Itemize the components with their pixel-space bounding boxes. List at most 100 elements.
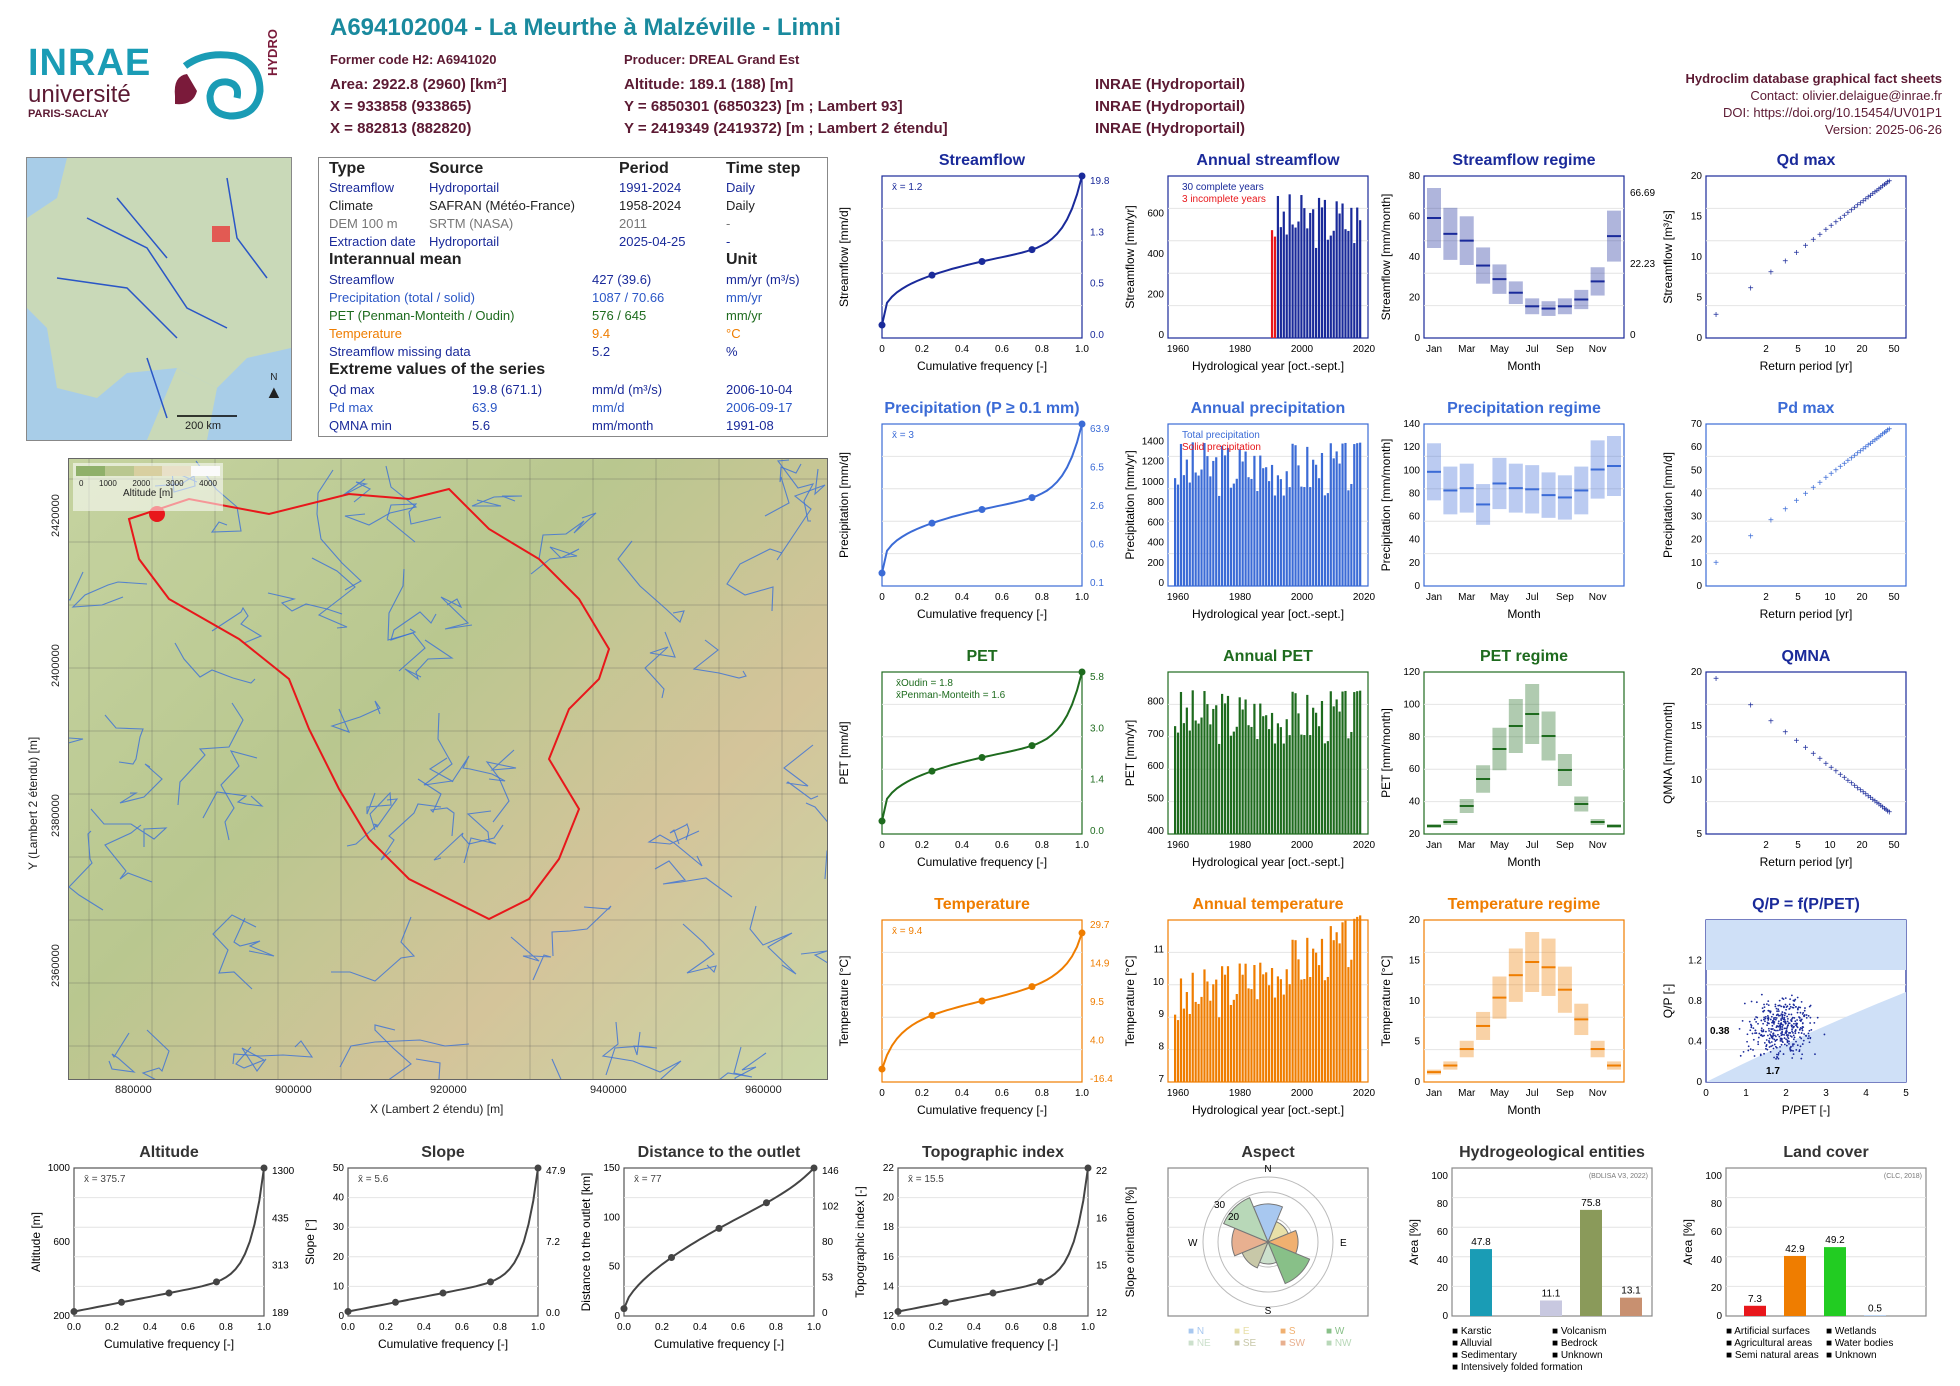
header-timestep: Time step xyxy=(726,160,801,177)
data-point xyxy=(1760,1019,1763,1022)
data-point xyxy=(1805,1014,1808,1016)
data-point xyxy=(1767,1019,1770,1021)
data-point xyxy=(1757,1036,1760,1039)
tick-label: 9 xyxy=(1158,1009,1164,1020)
tick-label: 14 xyxy=(883,1281,895,1292)
tick-label: 1.0 xyxy=(807,1322,821,1333)
river-line xyxy=(471,495,523,507)
plot-area: Month PET [mm/month] Jan Mar May Jul Sep Nov 20 4… xyxy=(1379,667,1625,869)
data-point xyxy=(1792,1026,1795,1028)
year-bar xyxy=(1335,932,1338,1082)
data-point xyxy=(1786,1015,1789,1018)
year-bar xyxy=(1265,715,1268,834)
plot-area: Cumulative frequency [-] Temperature [°C]… xyxy=(837,919,1113,1117)
month-tick: Nov xyxy=(1589,840,1607,851)
pd_max-chart: Return period [yr]Precipitation [mm/d]++… xyxy=(1661,419,1907,621)
legend-entry: ■ Artificial surfaces xyxy=(1726,1326,1810,1337)
tick-label: 0 xyxy=(1158,578,1164,589)
year-bar xyxy=(1259,703,1262,834)
month-tick: Jan xyxy=(1426,840,1442,851)
year-bar xyxy=(1350,207,1353,338)
x-axis-label: Month xyxy=(1507,359,1540,373)
data-point xyxy=(1795,1040,1797,1043)
quantile-point xyxy=(978,997,986,1005)
data-point: + xyxy=(1841,211,1847,222)
cell: 1958-2024 xyxy=(619,197,682,213)
data-point xyxy=(1801,1043,1804,1045)
tick-label: 10 xyxy=(1824,344,1836,355)
year-bar xyxy=(1306,937,1309,1082)
source-note: (CLC, 2018) xyxy=(1884,1173,1922,1180)
cell: 19.8 (671.1) xyxy=(472,381,543,397)
ring-label: 20 xyxy=(1228,1212,1240,1223)
header-type: Type xyxy=(329,160,366,177)
data-point: + xyxy=(1881,428,1887,439)
catchment-map[interactable]: 0 1000 2000 3000 4000 Altitude [m] xyxy=(68,458,828,1080)
river-line xyxy=(440,596,473,630)
year-bar xyxy=(1188,1013,1191,1082)
year-bar xyxy=(1259,962,1262,1082)
river-line xyxy=(202,791,264,819)
tick-label: 60 xyxy=(1711,1227,1723,1238)
doi-link[interactable]: DOI: https://doi.org/10.15454/UV01P1 xyxy=(1723,105,1942,120)
data-point xyxy=(1781,1033,1784,1036)
tick-label: 5 xyxy=(1795,344,1801,355)
year-bar xyxy=(1247,477,1250,586)
river-line xyxy=(726,548,783,612)
x-axis-label: Hydrological year [oct.-sept.] xyxy=(1192,607,1344,621)
year-bar xyxy=(1303,208,1306,338)
data-point xyxy=(1777,1025,1780,1028)
year-bar xyxy=(1306,228,1309,338)
cell: Daily xyxy=(726,179,755,195)
year-bar xyxy=(1206,981,1209,1082)
data-point: + xyxy=(1878,431,1884,442)
cdf-line xyxy=(881,175,1083,326)
data-point: + xyxy=(1865,791,1871,802)
data-point xyxy=(1791,1043,1794,1046)
year-bar xyxy=(1176,1020,1180,1082)
data-point xyxy=(1759,1054,1762,1057)
data-point xyxy=(1781,1026,1784,1028)
cell: 2006-10-04 xyxy=(726,381,793,397)
y-axis-label: Streamflow [mm/d] xyxy=(837,207,851,307)
data-point xyxy=(1763,1018,1765,1021)
bar-value-label: 13.1 xyxy=(1621,1286,1641,1297)
chart-title: Annual streamflow xyxy=(1196,152,1340,169)
data-point xyxy=(1776,1013,1779,1016)
plot-area: Area [%] 47.8 11.1 75.8 13.1 0 20 40 60 80 100 (BDL… xyxy=(1407,1167,1653,1373)
right-tick: 15 xyxy=(1096,1261,1108,1272)
data-point xyxy=(1777,1022,1780,1025)
data-point xyxy=(1763,1016,1766,1019)
data-point: + xyxy=(1768,516,1774,527)
river-line xyxy=(386,503,442,543)
tick-label: 0.6 xyxy=(995,592,1009,603)
chart-title: Qd max xyxy=(1776,152,1836,169)
mean-label: x̄ = 15.5 xyxy=(908,1174,944,1185)
river-line xyxy=(232,1040,314,1065)
tick-label: 0.6 xyxy=(995,1088,1009,1099)
quantile-point xyxy=(878,569,886,577)
chart-title: Annual precipitation xyxy=(1190,400,1346,417)
catchment-outline xyxy=(127,487,611,921)
x-axis-label: P/PET [-] xyxy=(1782,1103,1830,1117)
river-line xyxy=(530,546,580,575)
data-point xyxy=(1792,1003,1795,1006)
data-point: + xyxy=(1817,754,1823,765)
map-x-tick: 900000 xyxy=(275,1084,312,1096)
map-x-tick: 940000 xyxy=(590,1084,627,1096)
plot-frame xyxy=(623,1167,815,1317)
year-bar xyxy=(1262,974,1265,1082)
tick-label: 40 xyxy=(1711,1255,1723,1266)
tick-label: 1.0 xyxy=(531,1322,545,1333)
cell: 1991-2024 xyxy=(619,179,682,195)
year-bar xyxy=(1276,475,1280,586)
data-point xyxy=(1776,1056,1779,1059)
data-point xyxy=(1779,1025,1782,1028)
year-bar xyxy=(1194,472,1197,586)
tick-label: 30 xyxy=(1691,512,1703,523)
data-point: + xyxy=(1865,441,1871,452)
year-bar xyxy=(1268,481,1271,586)
x-axis-label: Cumulative frequency [-] xyxy=(378,1337,508,1351)
cell: mm/yr xyxy=(726,307,763,323)
legend-entry: ■ Karstic xyxy=(1452,1326,1491,1337)
